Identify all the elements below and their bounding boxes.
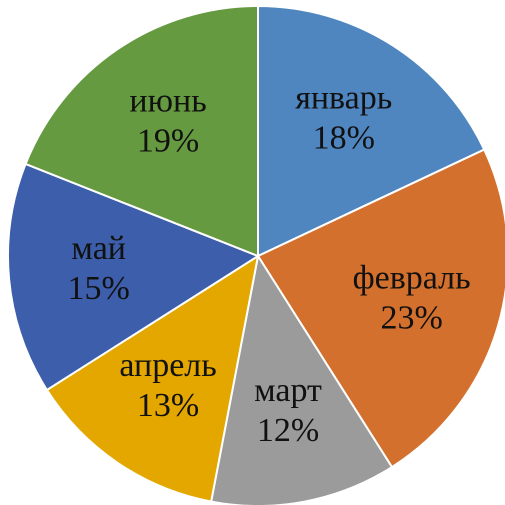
slice-value-label: 19% bbox=[137, 122, 199, 159]
slice-label: март bbox=[254, 372, 322, 409]
pie-slice bbox=[209, 253, 394, 505]
slice-label: январь bbox=[295, 80, 392, 117]
slice-value-label: 15% bbox=[68, 270, 130, 307]
pie-slice bbox=[256, 148, 505, 469]
slice-label: апрель bbox=[119, 347, 216, 384]
slice-value-label: 12% bbox=[257, 412, 319, 449]
slice-label: февраль bbox=[353, 259, 471, 296]
pie-slice bbox=[24, 4, 259, 258]
slice-label: июнь bbox=[129, 82, 206, 119]
pie-slice bbox=[45, 253, 260, 503]
slice-value-label: 13% bbox=[137, 387, 199, 424]
pie-slice bbox=[7, 162, 261, 392]
pie-slice bbox=[257, 4, 486, 258]
slice-label: май bbox=[71, 230, 126, 267]
slice-value-label: 23% bbox=[380, 299, 442, 336]
slice-value-label: 18% bbox=[313, 120, 375, 157]
